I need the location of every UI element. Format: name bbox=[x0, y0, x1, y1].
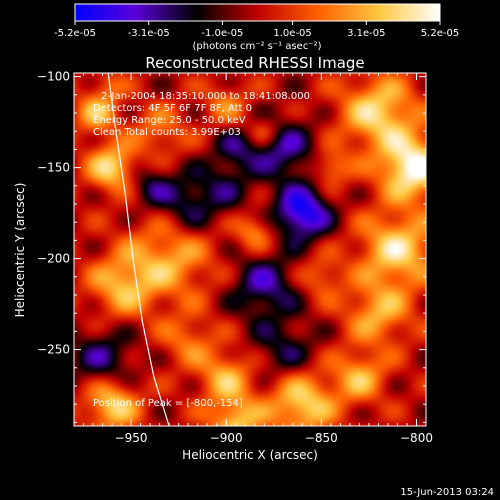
x-axis-ticks: −950 −900 −850 −800 bbox=[83, 73, 433, 445]
info-line-clean: Clean Total counts: 3.99E+03 bbox=[93, 127, 241, 138]
y-tick-label: −100 bbox=[37, 70, 70, 84]
x-tick-label: −900 bbox=[210, 431, 243, 445]
info-line-energy: Energy Range: 25.0 - 50.0 keV bbox=[93, 115, 246, 126]
heatmap-image bbox=[74, 73, 426, 426]
solar-limb-line bbox=[107, 73, 170, 426]
info-text-block: 2-Jan-2004 18:35:10.000 to 18:41:08.000 … bbox=[93, 91, 310, 138]
colorbar-tick-label: 3.1e-05 bbox=[347, 28, 385, 39]
info-line-time: 2-Jan-2004 18:35:10.000 to 18:41:08.000 bbox=[101, 91, 310, 102]
x-tick-label: −950 bbox=[115, 431, 148, 445]
colorbar-tick-label: -1.0e-05 bbox=[201, 28, 243, 39]
colorbar: -5.2e-05 -3.1e-05 -1.0e-05 1.0e-05 3.1e-05 5.… bbox=[54, 3, 459, 52]
colorbar-tick-label: -3.1e-05 bbox=[128, 28, 170, 39]
footer-timestamp: 15-Jun-2013 03:24 bbox=[400, 487, 494, 498]
y-tick-label: −250 bbox=[37, 343, 70, 357]
colorbar-units-label: (photons cm⁻² s⁻¹ asec⁻²) bbox=[192, 41, 321, 52]
y-tick-label: −150 bbox=[37, 161, 70, 175]
info-line-detectors: Detectors: 4F 5F 6F 7F 8F, Att 0 bbox=[93, 103, 252, 114]
colorbar-tick-label: -5.2e-05 bbox=[54, 28, 96, 39]
colorbar-tick-label: 5.2e-05 bbox=[421, 28, 459, 39]
x-tick-label: −800 bbox=[400, 431, 433, 445]
x-tick-label: −850 bbox=[305, 431, 338, 445]
colorbar-gradient bbox=[74, 3, 441, 22]
y-tick-label: −200 bbox=[37, 252, 70, 266]
plot-frame bbox=[73, 72, 427, 427]
y-axis-ticks: −250 −200 −150 −100 bbox=[37, 70, 426, 423]
y-axis-label: Heliocentric Y (arcsec) bbox=[13, 183, 27, 318]
x-axis-label: Heliocentric X (arcsec) bbox=[182, 448, 318, 462]
colorbar-ticks: -5.2e-05 -3.1e-05 -1.0e-05 1.0e-05 3.1e-05 5.… bbox=[54, 21, 459, 39]
colorbar-tick-label: 1.0e-05 bbox=[273, 28, 311, 39]
peak-position-label: Position of Peak = [-800,-154] bbox=[93, 398, 243, 409]
chart-title: Reconstructed RHESSI Image bbox=[145, 54, 364, 72]
